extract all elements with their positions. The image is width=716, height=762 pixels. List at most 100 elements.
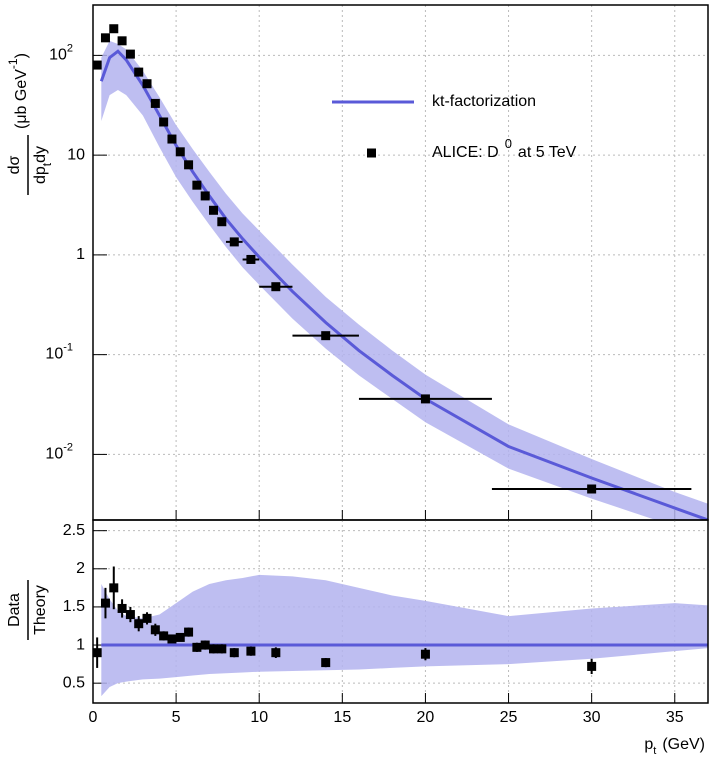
series xyxy=(93,566,597,675)
legend-label: ALICE: D 0 at 5 TeV xyxy=(432,136,577,161)
data-point xyxy=(175,632,185,642)
y-label-denominator: dptdy xyxy=(32,146,54,184)
y-axis-title: Data Theory xyxy=(6,580,49,640)
y-label-denominator: Theory xyxy=(32,585,49,635)
data-point xyxy=(271,282,281,292)
data-point xyxy=(134,619,144,629)
x-tick-label: 15 xyxy=(333,709,351,726)
legend-marker xyxy=(367,148,376,158)
data-point xyxy=(167,134,177,144)
y-label-numerator: Data xyxy=(6,593,23,627)
data-point xyxy=(246,254,256,264)
y-tick-label: 1.5 xyxy=(63,598,85,615)
y-tick-label: 10-2 xyxy=(45,441,73,462)
data-point xyxy=(142,613,152,623)
data-point xyxy=(117,36,127,46)
legend-sup: 0 xyxy=(505,136,512,151)
frame xyxy=(92,519,709,704)
data-point xyxy=(229,648,239,658)
x-label-tail: (GeV) xyxy=(662,736,705,753)
x-tick-label: 30 xyxy=(583,709,601,726)
y-tick-exponent: -2 xyxy=(63,441,73,453)
data-point xyxy=(229,237,239,247)
y-tick-base: 10 xyxy=(49,47,67,64)
y-tick-label: 0.5 xyxy=(63,674,85,691)
x-tick-label: 5 xyxy=(172,709,181,726)
y-tick-exponent: 2 xyxy=(67,42,73,54)
x-tick-label: 25 xyxy=(500,709,518,726)
x-label-sub: t xyxy=(653,745,656,757)
data-point xyxy=(217,644,227,654)
y-tick-label: 10-1 xyxy=(45,342,73,363)
y-tick-exponent: -1 xyxy=(63,342,73,354)
y-label-unit: (μb GeV-1) xyxy=(6,53,30,129)
den-main: dp xyxy=(32,166,49,184)
series xyxy=(93,24,692,494)
data-point xyxy=(200,191,210,201)
data-point xyxy=(100,33,110,43)
x-tick-label: 10 xyxy=(250,709,268,726)
unit-close: ) xyxy=(13,53,30,58)
unit-sup: -1 xyxy=(6,58,20,69)
data-point xyxy=(587,484,597,494)
data-point xyxy=(175,147,185,157)
legend-name: ALICE: D xyxy=(432,144,499,161)
data-point xyxy=(125,49,135,59)
y-tick-label: 1 xyxy=(76,636,85,653)
data-point xyxy=(184,627,194,637)
x-tick-label: 20 xyxy=(417,709,435,726)
theory-line xyxy=(99,49,708,520)
uncertainty-band xyxy=(101,574,708,697)
unit: (μb GeV xyxy=(13,69,30,129)
legend-name: kt-factorization xyxy=(432,93,536,110)
data-point xyxy=(321,658,331,668)
data-point xyxy=(217,217,227,227)
y-label-numerator: dσ xyxy=(6,155,23,174)
x-axis-title: pt (GeV) xyxy=(644,736,705,757)
den-main: Theory xyxy=(32,585,49,635)
data-point xyxy=(420,649,430,659)
data-point xyxy=(209,644,219,654)
data-point xyxy=(100,598,110,608)
y-tick-label: 102 xyxy=(49,42,73,63)
data-point xyxy=(159,117,169,127)
frame xyxy=(92,4,709,521)
uncertainty-band xyxy=(101,40,708,520)
data-point xyxy=(150,625,160,635)
y-tick-base: 10 xyxy=(45,346,63,363)
x-tick-label: 35 xyxy=(666,709,684,726)
legend-label: kt-factorization xyxy=(432,93,536,110)
data-point xyxy=(117,603,127,613)
data-point xyxy=(209,205,219,215)
data-point xyxy=(93,60,102,70)
y-tick-label: 1 xyxy=(76,246,85,263)
data-point xyxy=(587,661,597,671)
data-point xyxy=(134,67,144,77)
series xyxy=(101,574,708,697)
data-point xyxy=(150,98,160,108)
data-point xyxy=(167,634,177,644)
legend-tail: at 5 TeV xyxy=(518,144,577,161)
x-tick-label: 0 xyxy=(89,709,98,726)
x-label: p xyxy=(644,736,653,753)
y-tick-label: 2.5 xyxy=(63,522,85,539)
data-point xyxy=(125,610,135,620)
y-tick-label: 10 xyxy=(67,146,85,163)
data-point xyxy=(192,180,202,190)
data-point xyxy=(109,583,119,593)
y-tick-label: 2 xyxy=(76,560,85,577)
data-point xyxy=(159,631,169,641)
data-point xyxy=(420,394,430,404)
data-point xyxy=(192,642,202,652)
data-point xyxy=(200,640,210,650)
den-sub: t xyxy=(40,162,54,166)
y-tick-base: 10 xyxy=(45,446,63,463)
data-point xyxy=(93,648,102,658)
den-tail: dy xyxy=(32,146,49,163)
data-point xyxy=(142,79,152,89)
data-point xyxy=(109,24,119,34)
data-point xyxy=(184,160,194,170)
series xyxy=(99,40,708,520)
